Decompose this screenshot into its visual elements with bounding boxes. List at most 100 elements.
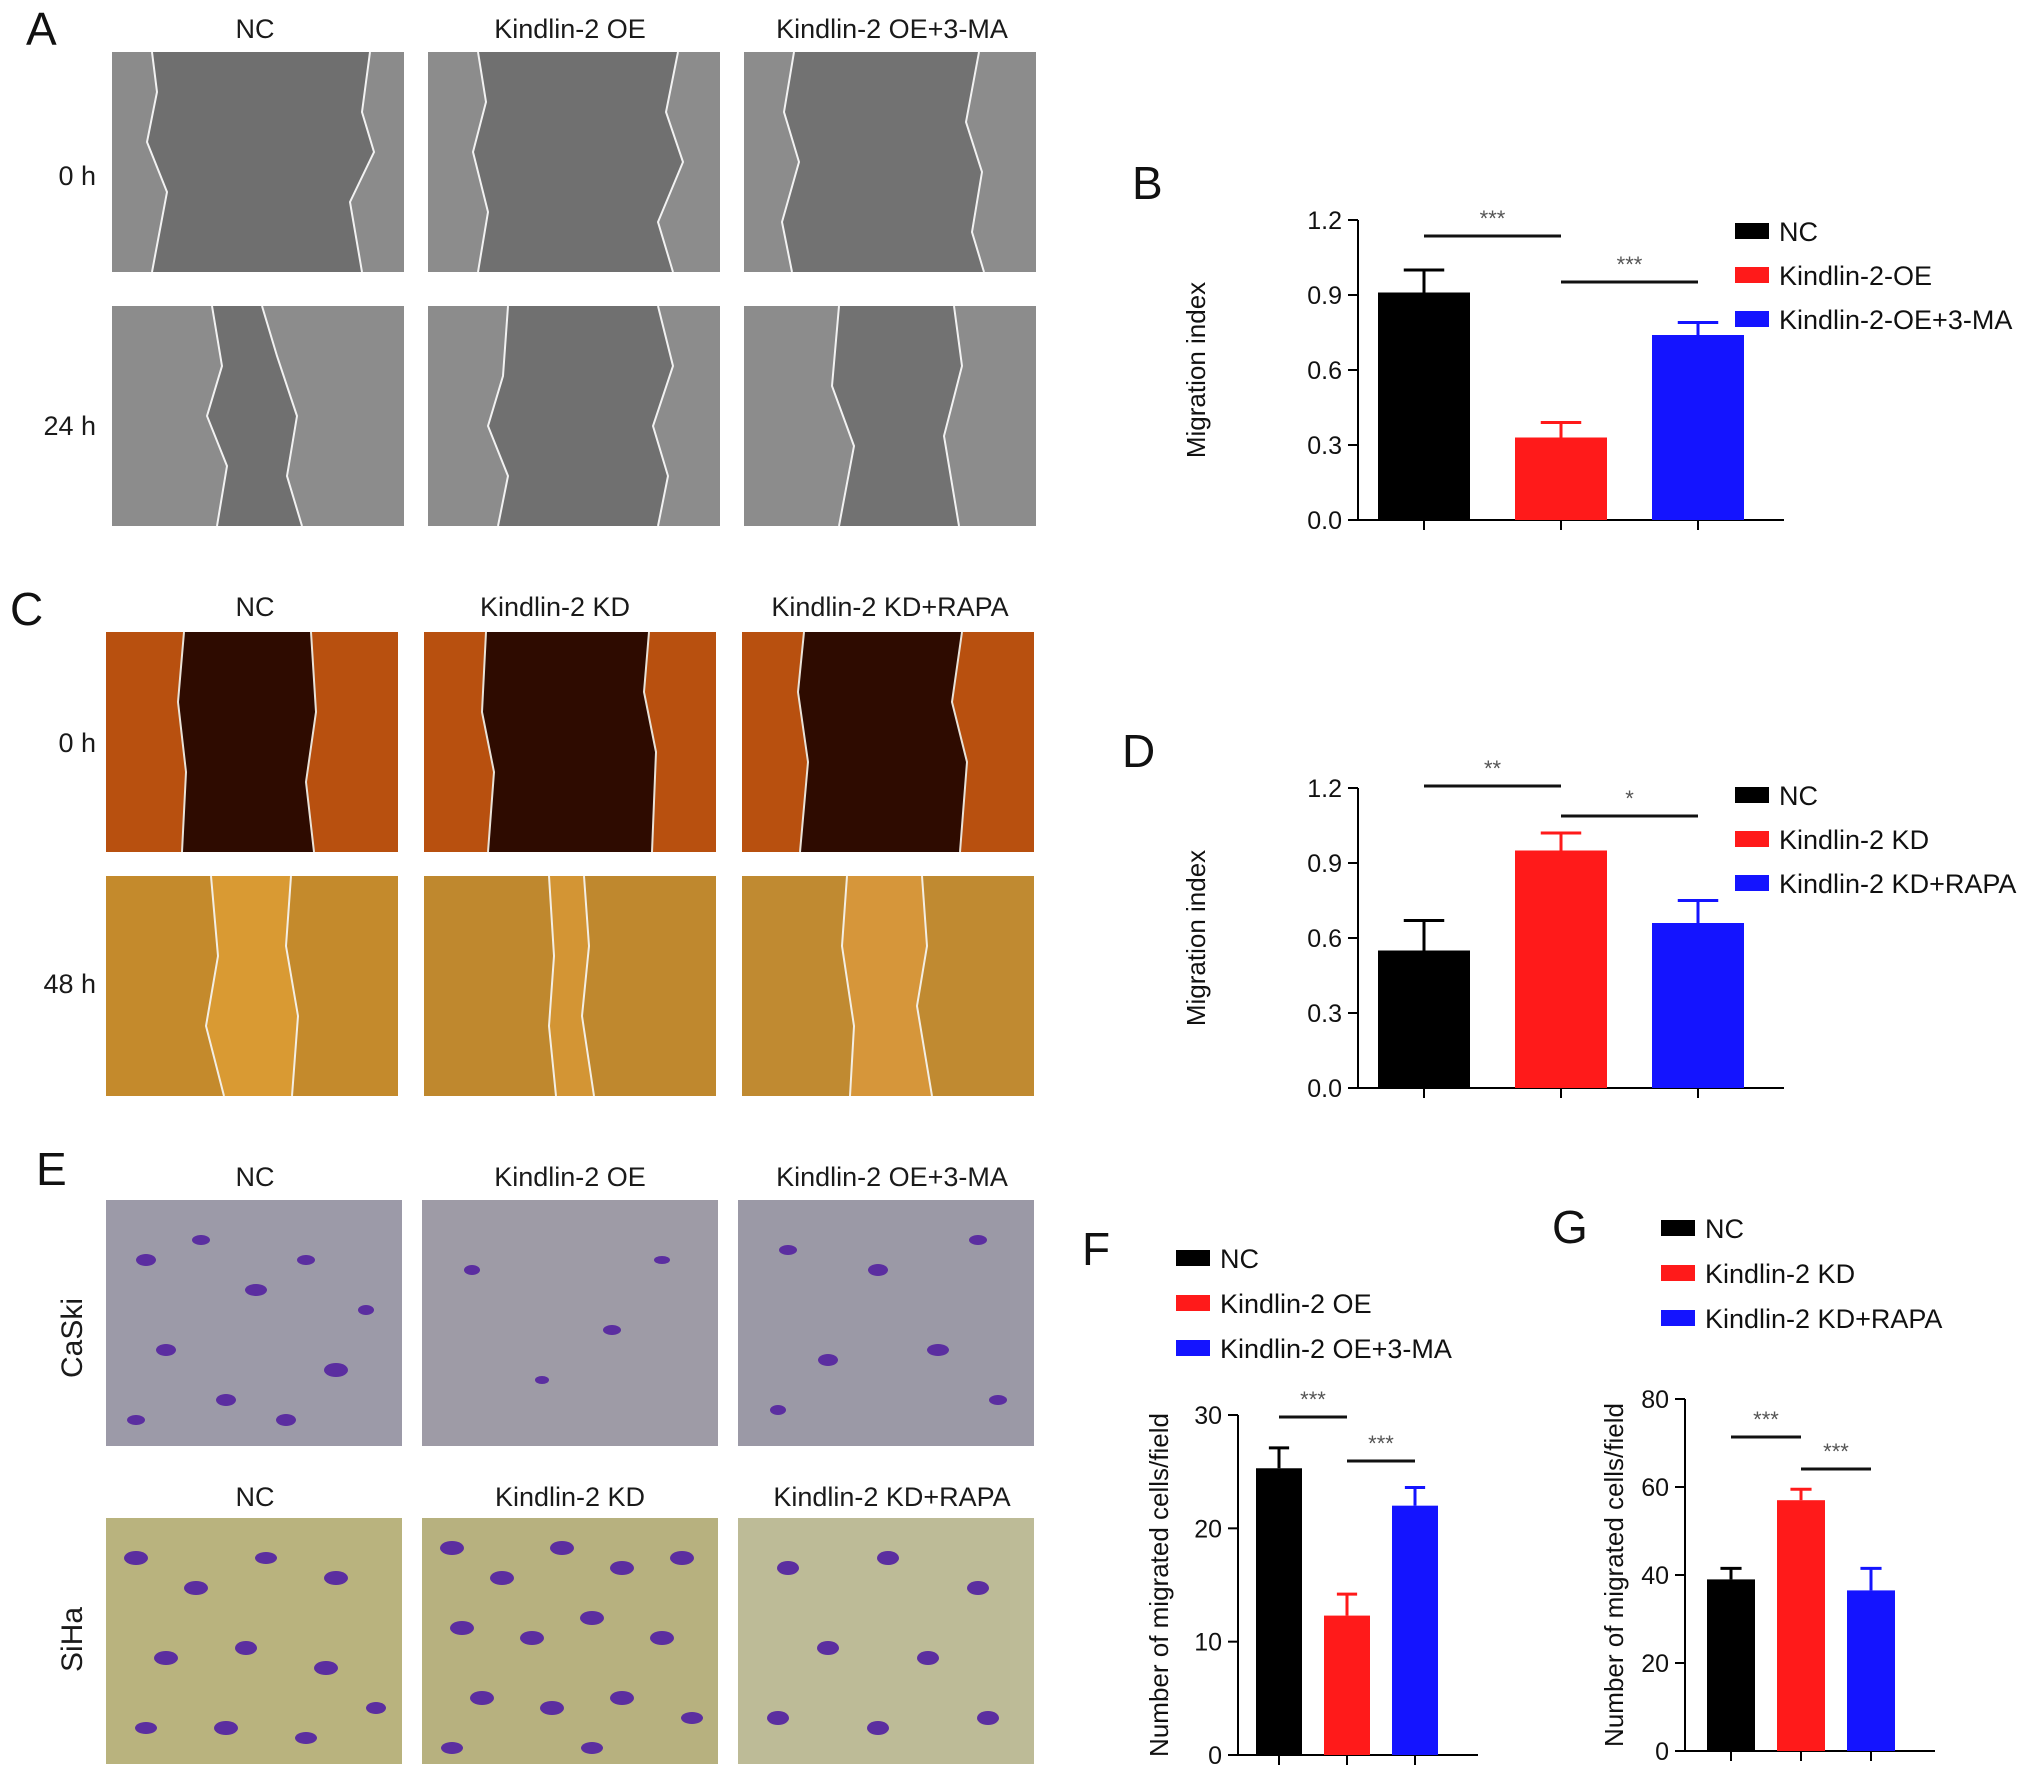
chart-d-legend-swatch-3 [1735,875,1769,891]
panel-a-row-label-0h: 0 h [58,161,96,191]
chart-g-legend-label-1: NC [1705,1214,1744,1244]
chart-b-bar-3 [1652,335,1744,520]
panel-e-column-label-oe-top: Kindlin-2 OE [494,1162,646,1192]
chart-b-legend-swatch-2 [1735,267,1769,283]
panel-c-row-label-48h: 48 h [43,969,96,999]
panel-e-micrograph-siha-nc [106,1518,402,1764]
panel-a-micrograph-oe-0h [428,52,720,272]
chart-g-y-tick-label: 60 [1641,1474,1669,1502]
chart-d-legend-label-1: NC [1779,781,1818,811]
chart-d-bar-1 [1378,950,1470,1088]
chart-f-significance-label: *** [1368,1431,1394,1456]
panel-letter-d: D [1122,725,1156,777]
panel-a-micrograph-nc-24h [112,306,404,526]
chart-f-significance-label: *** [1300,1387,1326,1412]
chart-f-legend-label-2: Kindlin-2 OE [1220,1289,1372,1319]
panel-c-micrograph-kd-rapa-48h [742,876,1034,1096]
chart-f-legend-label-3: Kindlin-2 OE+3-MA [1220,1334,1452,1364]
chart-g-significance-label: *** [1753,1407,1779,1432]
chart-b-y-axis-label: Migration index [1181,282,1211,458]
panel-c-row-label-0h: 0 h [58,728,96,758]
chart-b-y-tick-label: 0.9 [1307,282,1342,310]
panel-a-row-label-24h: 24 h [43,411,96,441]
chart-d-bar-3 [1652,923,1744,1088]
chart-g-y-tick-label: 40 [1641,1562,1669,1590]
panel-e-micrograph-siha-kd-rapa [738,1518,1034,1764]
chart-b-y-tick-label: 0.6 [1307,357,1342,385]
chart-f-legend-label-1: NC [1220,1244,1259,1274]
panel-a-column-label-oe-3ma: Kindlin-2 OE+3-MA [776,14,1008,44]
chart-d-y-tick-label: 0.9 [1307,850,1342,878]
chart-g-bar-1 [1707,1579,1755,1751]
chart-g-migrated-cells: 0 20 40 60 80 Number of migrated cells/field *… [1599,1214,1942,1766]
chart-d-legend-label-2: Kindlin-2 KD [1779,825,1929,855]
chart-f-bar-1 [1256,1468,1302,1755]
panel-c-column-label-kd-rapa: Kindlin-2 KD+RAPA [771,592,1009,622]
chart-d-y-tick-label: 0.6 [1307,925,1342,953]
chart-g-bar-2 [1777,1500,1825,1751]
chart-d-y-tick-label: 0.0 [1307,1075,1342,1103]
chart-f-y-axis-label: Number of migrated cells/field [1144,1413,1174,1757]
chart-d-y-axis-label: Migration index [1181,850,1211,1026]
panel-letter-c: C [10,583,44,635]
chart-f-legend-swatch-2 [1176,1295,1210,1311]
chart-f-migrated-cells: 0 10 20 30 Number of migrated cells/field ***… [1144,1244,1478,1770]
chart-f-y-tick-label: 10 [1194,1629,1222,1657]
chart-g-legend-swatch-1 [1661,1220,1695,1236]
chart-b-legend-label-1: NC [1779,217,1818,247]
chart-b-legend-swatch-1 [1735,223,1769,239]
panel-e-column-label-nc-bottom: NC [235,1482,275,1512]
chart-g-legend-label-3: Kindlin-2 KD+RAPA [1705,1304,1942,1334]
panel-letter-a: A [26,3,57,55]
panel-a-column-label-nc: NC [235,14,275,44]
panel-c-micrograph-kd-rapa-0h [742,632,1034,852]
chart-f-legend-swatch-3 [1176,1340,1210,1356]
chart-g-y-tick-label: 20 [1641,1650,1669,1678]
panel-c-micrograph-kd-0h [424,632,716,852]
chart-d-significance-label: ** [1484,756,1502,781]
chart-b-migration-index: 0.0 0.3 0.6 0.9 1.2 Migration index *** *** NC Ki… [1181,206,2012,535]
chart-g-y-tick-label: 80 [1641,1386,1669,1414]
chart-b-bar-1 [1378,292,1470,520]
chart-g-y-axis-label: Number of migrated cells/field [1599,1403,1629,1747]
panel-e-row-label-caski: CaSki [56,1297,89,1378]
chart-d-bar-2 [1515,850,1607,1088]
panel-e-column-label-kd-rapa-bottom: Kindlin-2 KD+RAPA [773,1482,1011,1512]
panel-e-column-label-kd-bottom: Kindlin-2 KD [494,1482,646,1512]
panel-c-micrograph-nc-48h [106,876,398,1096]
chart-g-legend-swatch-2 [1661,1265,1695,1281]
chart-g-bar-3 [1847,1590,1895,1751]
chart-b-y-tick-label: 0.0 [1307,507,1342,535]
panel-a-micrograph-oe-3ma-0h [744,52,1036,272]
panel-letter-e: E [36,1143,67,1195]
chart-d-significance-label: * [1625,786,1634,811]
chart-g-significance-label: *** [1823,1439,1849,1464]
panel-e-column-label-nc-top: NC [235,1162,275,1192]
panel-c-micrograph-nc-0h [106,632,398,852]
panel-letter-g: G [1552,1201,1588,1253]
chart-b-significance-label: *** [1480,206,1506,231]
chart-f-legend-swatch-1 [1176,1250,1210,1266]
chart-f-bar-2 [1324,1615,1370,1755]
chart-d-legend-swatch-2 [1735,831,1769,847]
panel-e-micrograph-caski-nc [106,1200,402,1446]
chart-f-y-tick-label: 30 [1194,1402,1222,1430]
chart-d-legend-label-3: Kindlin-2 KD+RAPA [1779,869,2016,899]
panel-e-micrograph-caski-oe-3ma [738,1200,1034,1446]
chart-f-y-tick-label: 0 [1208,1742,1222,1770]
panel-letter-b: B [1132,157,1163,209]
chart-b-y-tick-label: 0.3 [1307,432,1342,460]
panel-c-column-label-nc: NC [235,592,275,622]
chart-b-legend-label-2: Kindlin-2-OE [1779,261,1932,291]
panel-a-column-label-oe: Kindlin-2 OE [494,14,646,44]
chart-b-significance-label: *** [1617,252,1643,277]
panel-e-micrograph-siha-kd [422,1518,718,1764]
chart-b-y-tick-label: 1.2 [1307,207,1342,235]
chart-f-bar-3 [1392,1505,1438,1755]
chart-f-y-tick-label: 20 [1194,1515,1222,1543]
chart-b-legend-swatch-3 [1735,311,1769,327]
panel-letter-f: F [1082,1223,1111,1275]
panel-a-micrograph-oe-3ma-24h [744,306,1036,526]
panel-e-column-label-oe-3ma-top: Kindlin-2 OE+3-MA [776,1162,1008,1192]
